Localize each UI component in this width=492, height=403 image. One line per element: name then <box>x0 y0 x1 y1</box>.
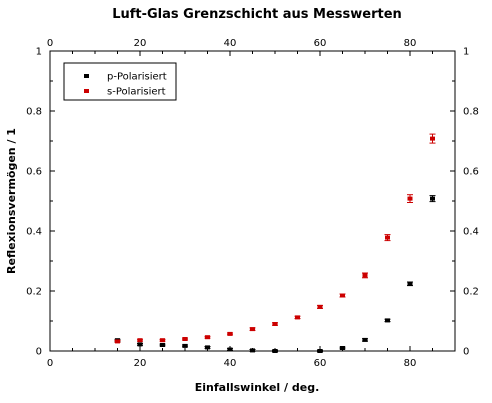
legend-label: p-Polarisiert <box>107 72 167 83</box>
data-point <box>115 339 120 344</box>
data-point <box>362 337 368 342</box>
data-point <box>205 345 210 350</box>
series-p <box>114 195 436 353</box>
data-point <box>385 235 390 240</box>
data-point <box>317 349 323 353</box>
legend-box <box>63 62 177 101</box>
x-tick-label-top: 20 <box>134 38 147 49</box>
legend-label: s-Polarisiert <box>107 87 166 98</box>
data-point <box>340 346 345 350</box>
x-tick-label: 80 <box>404 358 417 369</box>
data-point <box>295 315 300 320</box>
y-tick-label-right: 0.8 <box>463 107 479 118</box>
data-point <box>340 293 345 298</box>
y-tick-label-right: 1 <box>463 47 469 58</box>
data-point <box>407 281 413 286</box>
x-tick-label-top: 80 <box>404 38 417 49</box>
data-point <box>182 337 188 341</box>
data-point <box>272 322 278 326</box>
y-tick-label-right: 0.4 <box>463 227 479 238</box>
data-point <box>250 348 255 353</box>
x-tick-label-top: 0 <box>47 38 53 49</box>
y-tick-label: 1 <box>36 47 42 58</box>
data-point <box>362 273 368 278</box>
data-point <box>317 304 323 309</box>
data-point <box>182 343 188 348</box>
y-tick-label: 0.6 <box>26 167 42 178</box>
x-tick-label: 60 <box>314 358 327 369</box>
chart-title: Luft-Glas Grenzschicht aus Messwerten <box>112 7 402 22</box>
legend-marker <box>84 74 89 78</box>
data-point <box>272 349 278 353</box>
x-tick-label-top: 40 <box>224 38 237 49</box>
y-tick-label-right: 0.6 <box>463 167 479 178</box>
y-axis-label: Reflexionsvermögen / 1 <box>5 128 18 274</box>
data-point <box>430 196 435 201</box>
y-tick-label: 0 <box>36 347 42 358</box>
legend-marker <box>84 89 89 93</box>
x-tick-label-top: 60 <box>314 38 327 49</box>
x-tick-label: 0 <box>47 358 53 369</box>
data-point <box>137 342 143 347</box>
data-point <box>430 136 435 141</box>
data-point <box>160 343 165 347</box>
data-point <box>205 335 210 340</box>
y-tick-label: 0.4 <box>26 227 42 238</box>
x-tick-label: 40 <box>224 358 237 369</box>
data-point <box>137 338 143 343</box>
data-point <box>227 347 233 352</box>
data-point <box>385 318 390 323</box>
y-tick-label-right: 0.2 <box>463 287 479 298</box>
data-point <box>160 338 165 343</box>
y-tick-label: 0.8 <box>26 107 42 118</box>
y-tick-label: 0.2 <box>26 287 42 298</box>
y-tick-label-right: 0 <box>463 347 469 358</box>
data-point <box>227 331 233 336</box>
x-axis-label: Einfallswinkel / deg. <box>195 381 320 394</box>
x-tick-label: 20 <box>134 358 147 369</box>
series-s <box>114 133 436 344</box>
data-point <box>250 327 255 332</box>
data-point <box>407 196 413 201</box>
